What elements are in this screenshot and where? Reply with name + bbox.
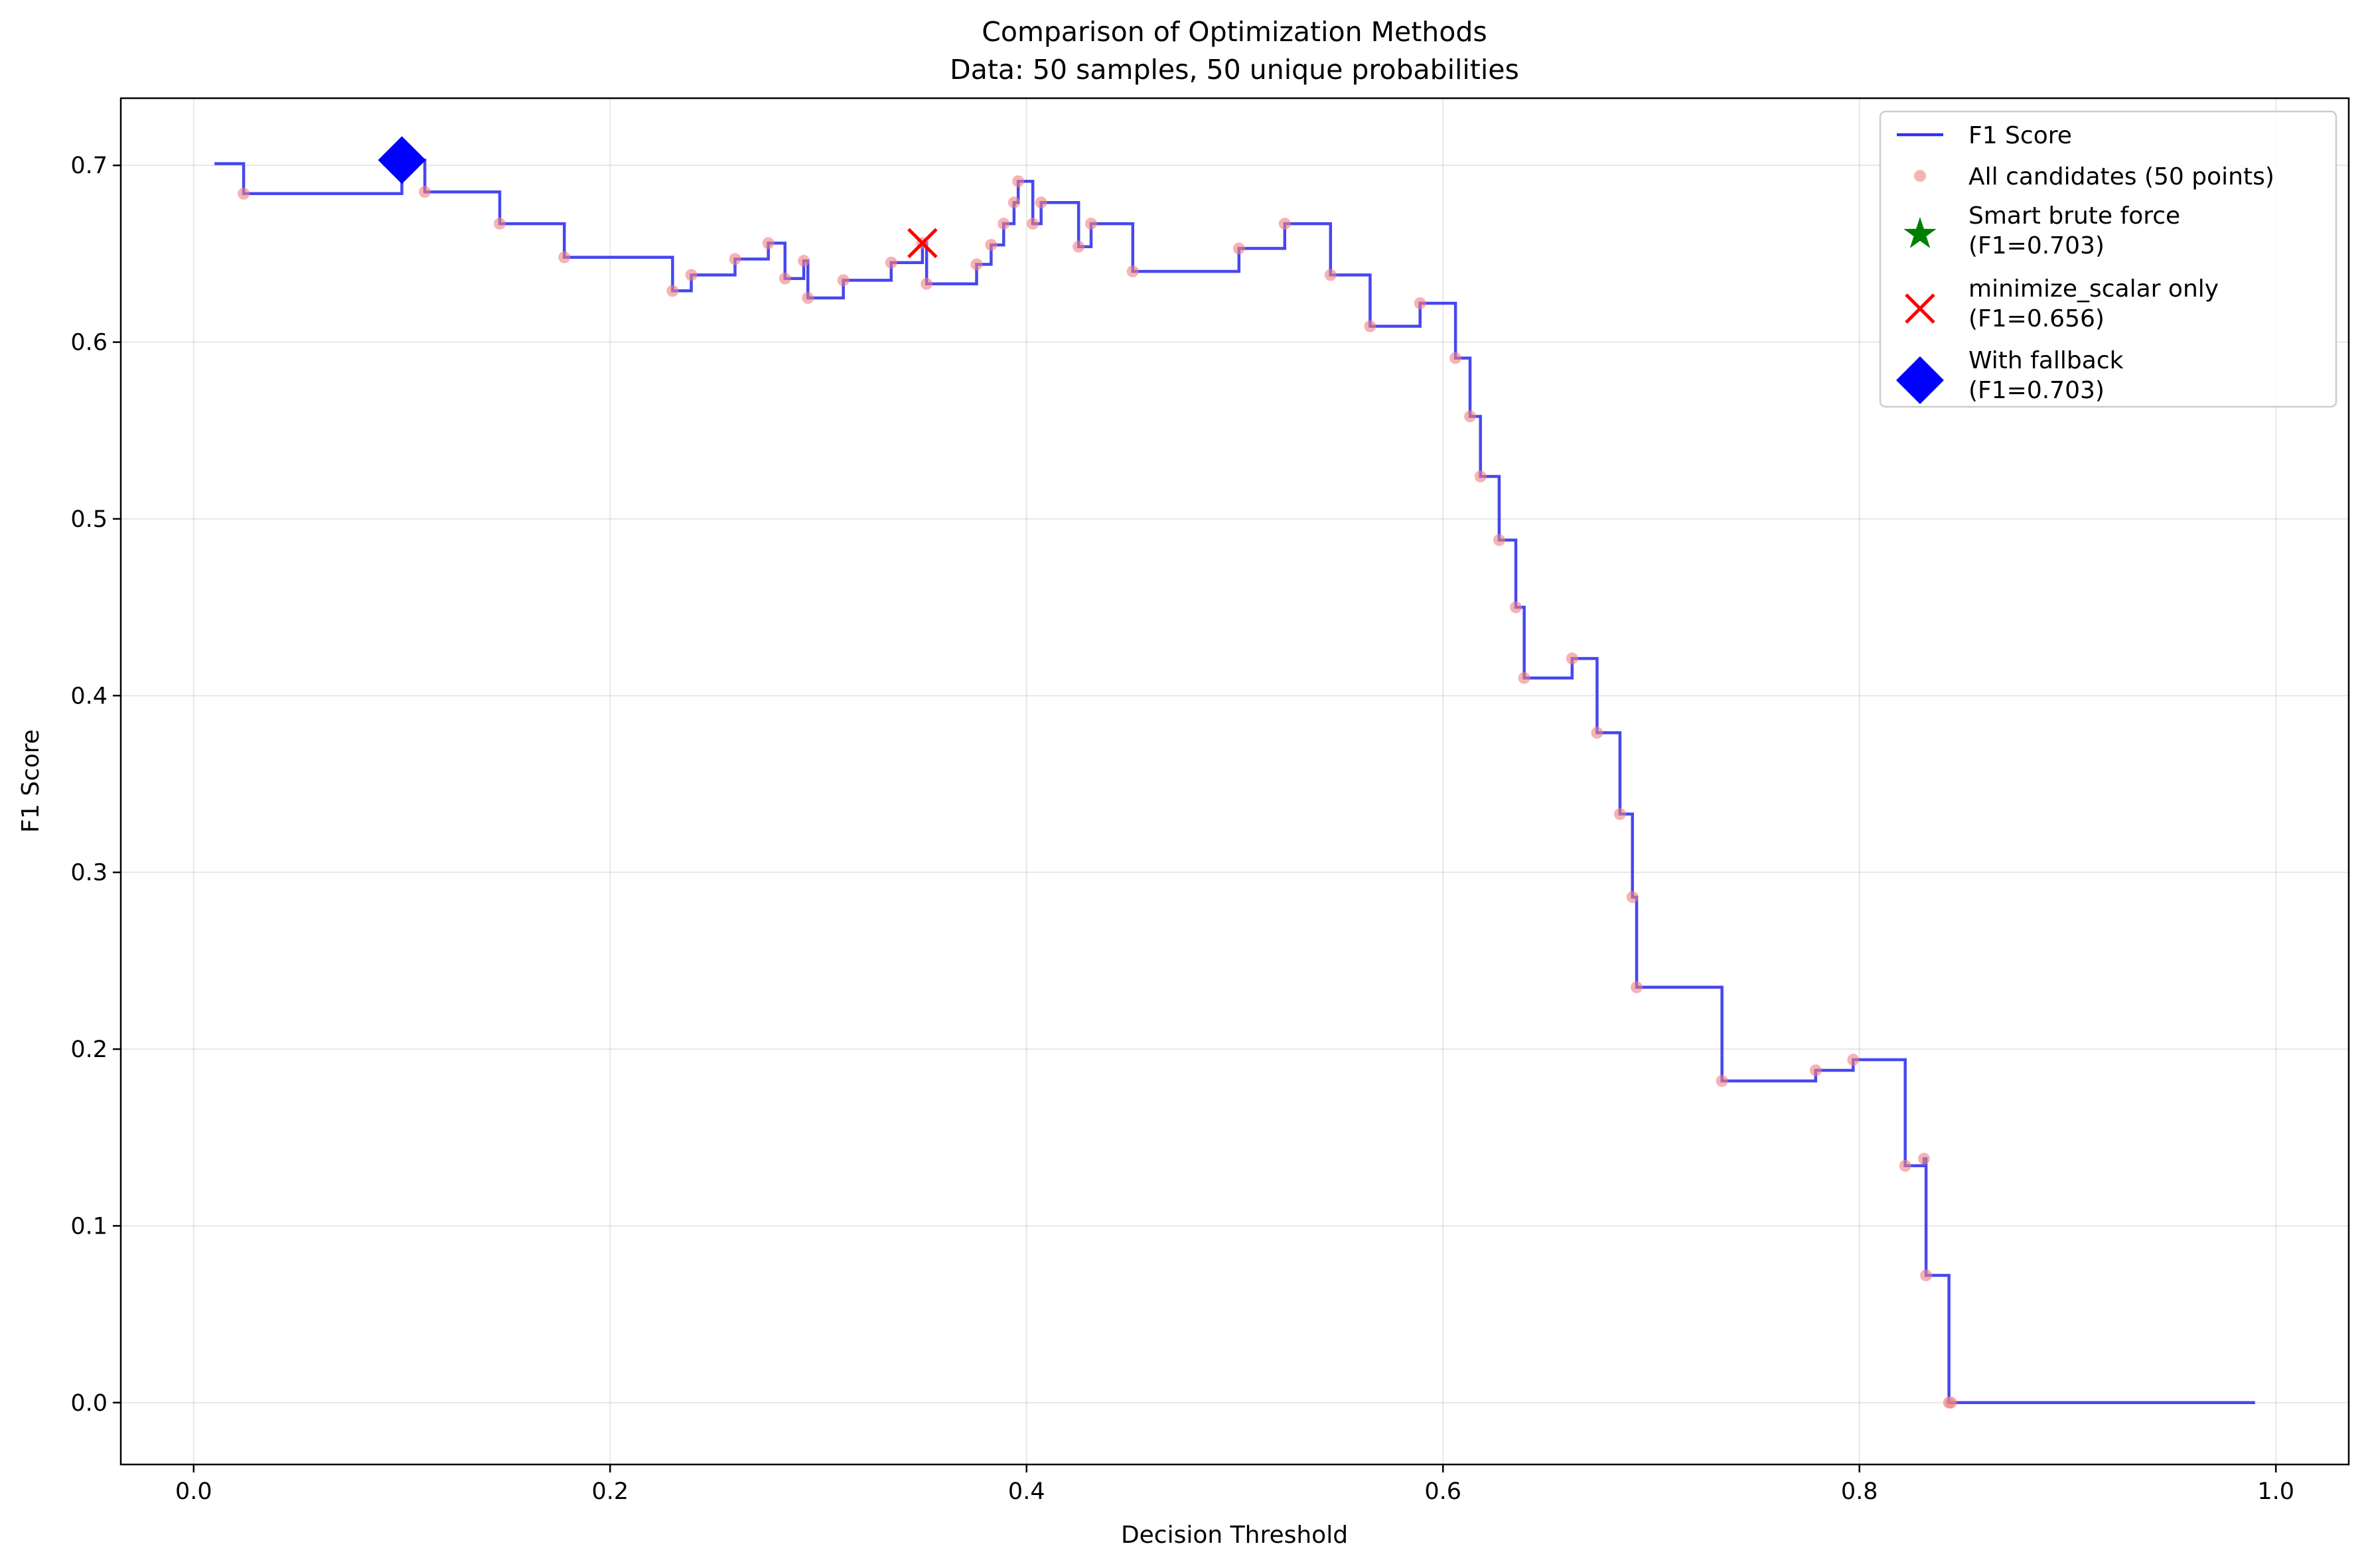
- candidate-point: [802, 291, 814, 304]
- legend-candidates-swatch: [1914, 170, 1926, 182]
- x-tick-label: 0.4: [1008, 1478, 1045, 1505]
- candidate-point: [1085, 218, 1098, 230]
- legend-fallback-label: With fallback (F1=0.703): [1968, 347, 2124, 404]
- candidate-point: [1899, 1159, 1911, 1172]
- plot-frame: [119, 97, 2350, 1466]
- legend-minimize-swatch: [1905, 293, 1935, 324]
- legend-f1-label: F1 Score: [1968, 122, 2072, 149]
- x-tick-label: 0.2: [591, 1478, 629, 1505]
- candidate-point: [1566, 652, 1578, 665]
- candidate-point: [970, 258, 983, 271]
- candidate-point: [1464, 410, 1477, 423]
- y-tick-label: 0.7: [70, 153, 108, 179]
- candidate-point: [998, 218, 1010, 230]
- candidate-point: [1364, 320, 1376, 332]
- candidate-point: [1809, 1064, 1822, 1077]
- x-tick-label: 1.0: [2257, 1478, 2294, 1505]
- y-tick-label: 0.3: [70, 860, 108, 887]
- candidate-point: [1493, 534, 1505, 546]
- candidate-point: [558, 251, 571, 263]
- candidate-point: [921, 277, 933, 290]
- candidate-point: [1510, 601, 1522, 614]
- candidate-point: [1232, 242, 1245, 255]
- candidate-point: [729, 253, 741, 265]
- y-tick-label: 0.1: [70, 1213, 108, 1240]
- candidate-point: [885, 256, 897, 269]
- y-tick-label: 0.2: [70, 1036, 108, 1063]
- chart-title: Comparison of Optimization Methods: [982, 16, 1487, 48]
- candidate-point: [238, 187, 250, 200]
- candidate-point: [837, 274, 850, 287]
- candidate-point: [419, 186, 431, 198]
- legend-fallback-swatch: [1896, 356, 1944, 404]
- x-tick-label: 0.8: [1841, 1478, 1878, 1505]
- candidate-point: [1474, 470, 1487, 483]
- candidate-point: [1278, 218, 1291, 230]
- candidate-point: [685, 269, 698, 281]
- legend-minimize-label: minimize_scalar only (F1=0.656): [1968, 275, 2219, 332]
- legend-box: [1879, 110, 2337, 408]
- candidate-point: [1007, 196, 1020, 209]
- legend-candidates-label: All candidates (50 points): [1968, 163, 2274, 190]
- candidate-point: [1716, 1074, 1728, 1087]
- candidate-point: [666, 285, 679, 297]
- y-axis-label: F1 Score: [17, 729, 44, 833]
- candidate-point: [1591, 727, 1603, 739]
- candidate-point: [1324, 269, 1337, 281]
- candidate-point: [494, 218, 506, 230]
- x-tick-label: 0.0: [175, 1478, 212, 1505]
- y-tick-label: 0.4: [70, 683, 108, 709]
- fallback-marker: [378, 136, 426, 184]
- y-tick-label: 0.6: [70, 330, 108, 356]
- candidate-point: [762, 237, 775, 249]
- candidate-point: [1518, 672, 1530, 684]
- y-tick-label: 0.5: [70, 506, 108, 533]
- plot-area: [214, 136, 2255, 1409]
- candidate-point: [1945, 1396, 1957, 1409]
- y-ticks: 0.0 0.1 0.2 0.3 0.4 0.5 0.6 0.7: [70, 153, 121, 1417]
- x-axis-label: Decision Threshold: [1121, 1522, 1348, 1549]
- candidate-point: [1847, 1054, 1860, 1066]
- y-tick-label: 0.0: [70, 1390, 108, 1417]
- x-tick-label: 0.6: [1424, 1478, 1461, 1505]
- candidate-point: [1012, 175, 1025, 188]
- legend-smart-swatch: [1903, 217, 1937, 248]
- candidate-point: [1920, 1269, 1933, 1281]
- candidate-point: [778, 272, 791, 285]
- candidate-point: [1073, 240, 1085, 253]
- legend-smart-label: Smart brute force (F1=0.703): [1968, 202, 2180, 259]
- candidate-point: [1631, 981, 1643, 993]
- candidate-point: [1449, 352, 1462, 364]
- legend: F1 Score All candidates (50 points) Smart …: [1879, 110, 2337, 408]
- candidate-point: [1917, 1153, 1930, 1165]
- candidate-point: [1626, 891, 1639, 903]
- x-ticks: 0.0 0.2 0.4 0.6 0.8 1.0: [175, 1464, 2294, 1505]
- candidate-point: [1027, 218, 1039, 230]
- candidate-point: [1414, 297, 1426, 309]
- candidate-point: [1126, 265, 1139, 278]
- candidate-point: [1613, 808, 1626, 820]
- candidate-point: [1035, 196, 1047, 209]
- candidate-point: [798, 255, 810, 267]
- minimize-scalar-marker: [907, 228, 938, 259]
- chart-subtitle: Data: 50 samples, 50 unique probabilitie…: [950, 54, 1519, 86]
- grid: [121, 98, 2349, 1464]
- candidate-point: [985, 239, 998, 251]
